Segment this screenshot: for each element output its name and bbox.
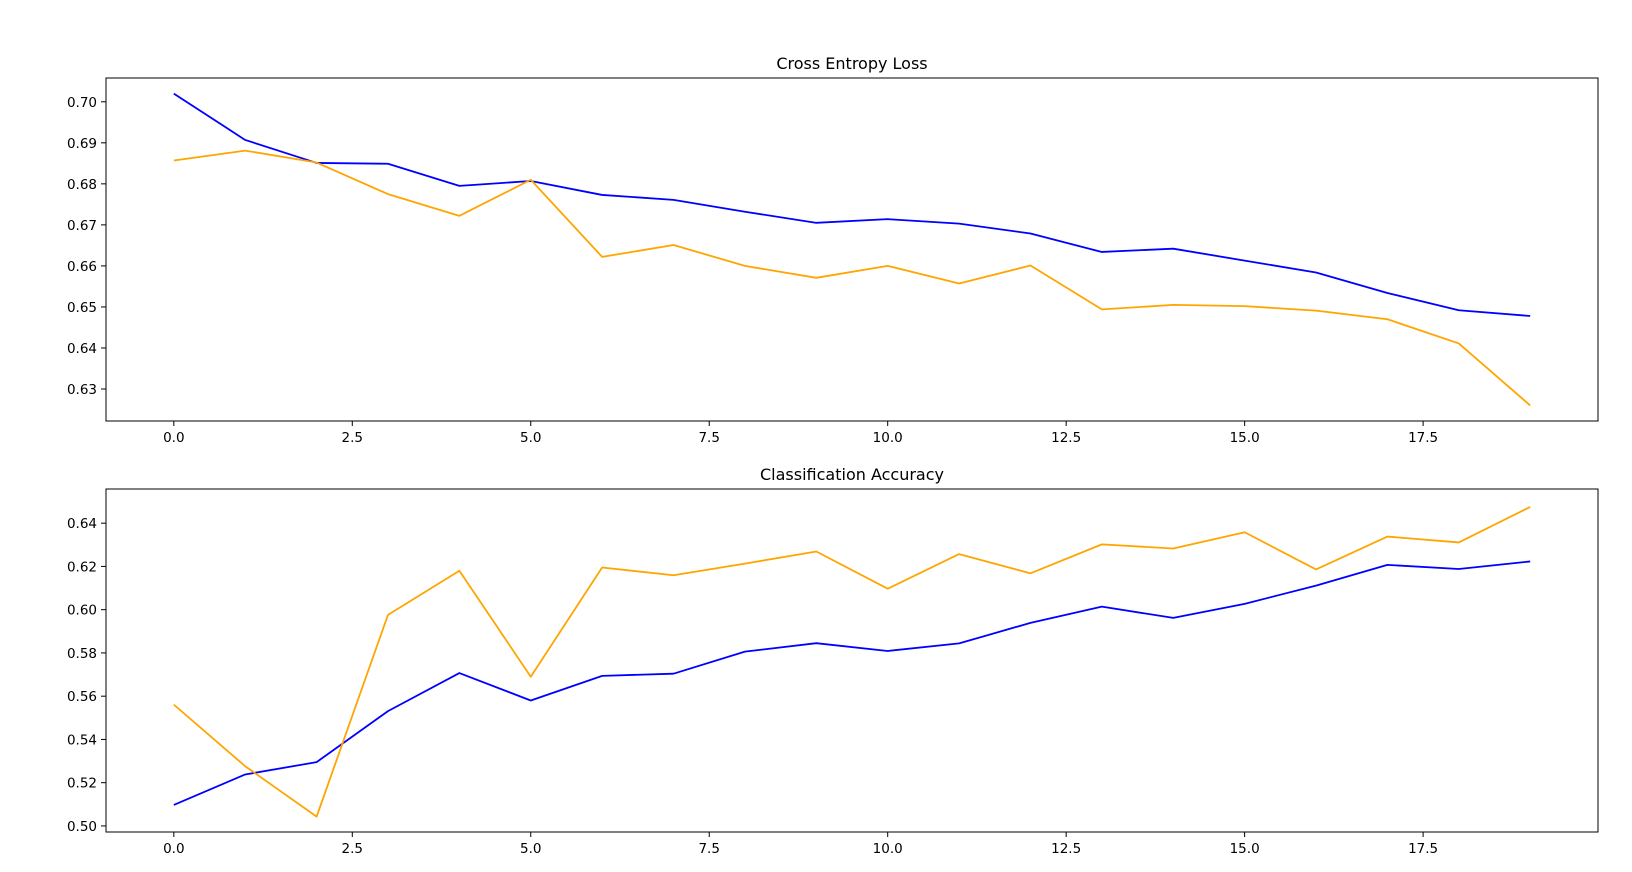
accuracy-chart-title: Classification Accuracy	[760, 465, 944, 484]
loss-chart-frame	[105, 77, 1599, 422]
loss-y-tick-label: 0.67	[67, 218, 97, 234]
loss-y-axis: 0.63 0.64 0.65 0.66 0.67 0.68 0.69 0.70	[67, 95, 106, 398]
accuracy-x-tick-label: 7.5	[698, 841, 719, 857]
accuracy-x-axis: 0.0 2.5 5.0 7.5 10.0 12.5 15.0 17.5	[163, 832, 1438, 857]
accuracy-x-tick-label: 2.5	[342, 841, 363, 857]
accuracy-x-tick-label: 10.0	[873, 841, 903, 857]
loss-y-tick-label: 0.68	[67, 177, 97, 193]
loss-y-tick-label: 0.64	[67, 341, 97, 357]
accuracy-y-tick-label: 0.54	[67, 732, 97, 748]
accuracy-y-tick-label: 0.58	[67, 646, 97, 662]
loss-y-tick-label: 0.66	[67, 259, 97, 275]
accuracy-series-layer	[173, 506, 1531, 818]
loss-x-axis: 0.0 2.5 5.0 7.5 10.0 12.5 15.0 17.5	[163, 421, 1438, 446]
loss-y-tick-label: 0.70	[67, 95, 97, 111]
accuracy-y-tick-label: 0.50	[67, 819, 97, 835]
loss-x-tick-label: 0.0	[163, 430, 184, 446]
loss-y-tick-label: 0.69	[67, 136, 97, 152]
accuracy-series-line-1	[173, 506, 1531, 818]
loss-x-tick-label: 17.5	[1408, 430, 1438, 446]
accuracy-y-tick-label: 0.62	[67, 559, 97, 575]
accuracy-y-tick-label: 0.60	[67, 603, 97, 619]
loss-chart-panel: Cross Entropy Loss 0.0 2.5 5.0 7.5 10.0 12.5 1…	[67, 54, 1599, 446]
loss-x-tick-label: 7.5	[698, 430, 719, 446]
accuracy-y-tick-label: 0.64	[67, 516, 97, 532]
loss-x-tick-label: 15.0	[1230, 430, 1260, 446]
loss-x-tick-label: 12.5	[1051, 430, 1081, 446]
accuracy-y-tick-label: 0.52	[67, 776, 97, 792]
loss-y-tick-label: 0.65	[67, 300, 97, 316]
loss-y-tick-label: 0.63	[67, 382, 97, 398]
accuracy-chart-panel: Classification Accuracy 0.0 2.5 5.0 7.5 10.0…	[67, 465, 1599, 857]
accuracy-y-axis: 0.50 0.52 0.54 0.56 0.58 0.60 0.62 0.64	[67, 516, 106, 835]
loss-series-layer	[173, 92, 1531, 407]
accuracy-x-tick-label: 5.0	[520, 841, 541, 857]
loss-series-line-0	[173, 92, 1531, 317]
accuracy-series-line-0	[173, 560, 1531, 806]
accuracy-x-tick-label: 15.0	[1230, 841, 1260, 857]
loss-chart-title: Cross Entropy Loss	[776, 54, 927, 73]
loss-series-line-1	[173, 149, 1531, 407]
accuracy-y-tick-label: 0.56	[67, 689, 97, 705]
loss-x-tick-label: 5.0	[520, 430, 541, 446]
accuracy-x-tick-label: 17.5	[1408, 841, 1438, 857]
accuracy-x-tick-label: 0.0	[163, 841, 184, 857]
loss-x-tick-label: 10.0	[873, 430, 903, 446]
loss-x-tick-label: 2.5	[342, 430, 363, 446]
accuracy-chart-frame	[105, 488, 1599, 833]
accuracy-x-tick-label: 12.5	[1051, 841, 1081, 857]
